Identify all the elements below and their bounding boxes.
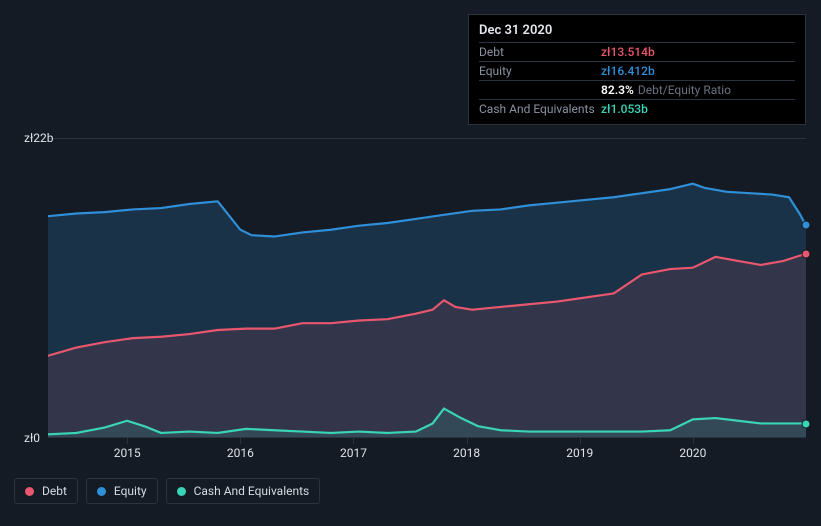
series-end-dot bbox=[802, 419, 811, 428]
x-tick-label: 2020 bbox=[679, 446, 706, 460]
x-tick-label: 2018 bbox=[453, 446, 480, 460]
tooltip-row-equity: Equity zł16.412b bbox=[479, 61, 795, 80]
tooltip-row-cash: Cash And Equivalents zł1.053b bbox=[479, 99, 795, 118]
tooltip-label bbox=[479, 83, 601, 97]
tooltip-row-ratio: 82.3% Debt/Equity Ratio bbox=[479, 80, 795, 99]
legend-item-debt[interactable]: Debt bbox=[14, 478, 78, 504]
x-tick-label: 2017 bbox=[340, 446, 367, 460]
tooltip-date: Dec 31 2020 bbox=[479, 21, 795, 42]
tooltip-label: Cash And Equivalents bbox=[479, 102, 601, 116]
legend-label: Cash And Equivalents bbox=[194, 484, 310, 498]
plot-area[interactable] bbox=[48, 138, 806, 438]
legend-item-equity[interactable]: Equity bbox=[86, 478, 158, 504]
x-tick-line bbox=[467, 438, 468, 444]
data-tooltip: Dec 31 2020 Debt zł13.514b Equity zł16.4… bbox=[468, 14, 806, 125]
legend-label: Debt bbox=[42, 484, 67, 498]
tooltip-label: Debt bbox=[479, 45, 601, 59]
x-tick-line bbox=[127, 438, 128, 444]
x-tick-label: 2015 bbox=[114, 446, 141, 460]
x-tick-line bbox=[353, 438, 354, 444]
legend-label: Equity bbox=[114, 484, 147, 498]
series-end-dot bbox=[802, 249, 811, 258]
chart-svg bbox=[48, 139, 806, 437]
tooltip-value: zł16.412b bbox=[601, 64, 655, 78]
legend-item-cash[interactable]: Cash And Equivalents bbox=[166, 478, 321, 504]
y-tick-label: zł0 bbox=[24, 431, 40, 445]
x-axis: 2015 2016 2017 2018 2019 2020 bbox=[48, 438, 806, 468]
y-tick-label: zł22b bbox=[24, 131, 53, 145]
x-tick-line bbox=[240, 438, 241, 444]
legend-dot-icon bbox=[177, 487, 186, 496]
chart-area: zł22b zł0 2015 2016 2017 2018 2019 2020 bbox=[14, 120, 806, 510]
legend: Debt Equity Cash And Equivalents bbox=[14, 478, 320, 504]
x-tick-line bbox=[580, 438, 581, 444]
tooltip-ratio-label: Debt/Equity Ratio bbox=[638, 83, 731, 97]
legend-dot-icon bbox=[97, 487, 106, 496]
legend-dot-icon bbox=[25, 487, 34, 496]
x-tick-line bbox=[693, 438, 694, 444]
tooltip-value: zł1.053b bbox=[601, 102, 648, 116]
tooltip-value: zł13.514b bbox=[601, 45, 655, 59]
x-tick-label: 2019 bbox=[566, 446, 593, 460]
x-tick-label: 2016 bbox=[227, 446, 254, 460]
tooltip-label: Equity bbox=[479, 64, 601, 78]
tooltip-ratio-pct: 82.3% bbox=[601, 83, 634, 97]
tooltip-row-debt: Debt zł13.514b bbox=[479, 42, 795, 61]
series-end-dot bbox=[802, 221, 811, 230]
